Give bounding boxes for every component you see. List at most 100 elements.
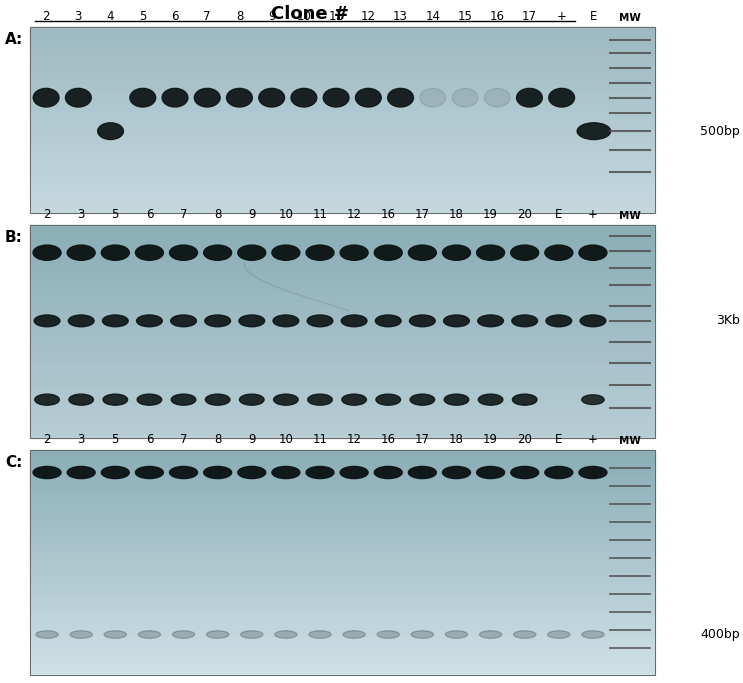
Bar (30, 310, 655, 313)
Ellipse shape (227, 88, 253, 107)
Text: 16: 16 (380, 208, 396, 221)
Bar (30, 503, 655, 506)
Bar (30, 123, 655, 126)
Text: E: E (555, 433, 562, 446)
Bar (30, 74, 655, 76)
Bar (30, 555, 655, 559)
Ellipse shape (512, 315, 538, 326)
Bar (30, 328, 655, 331)
Bar (30, 157, 655, 161)
Bar (30, 232, 655, 236)
Ellipse shape (374, 245, 402, 260)
Bar (30, 83, 655, 86)
Ellipse shape (137, 394, 162, 405)
Bar (30, 250, 655, 253)
Bar (30, 335, 655, 339)
Bar (30, 36, 655, 40)
Text: +: + (588, 208, 598, 221)
Bar (30, 154, 655, 157)
Ellipse shape (342, 394, 366, 405)
Ellipse shape (135, 245, 163, 260)
Ellipse shape (479, 630, 502, 639)
Ellipse shape (238, 466, 266, 479)
Ellipse shape (478, 394, 503, 405)
Bar (30, 626, 655, 630)
Ellipse shape (272, 466, 300, 479)
Text: E: E (555, 208, 562, 221)
Bar (30, 381, 655, 385)
Ellipse shape (65, 88, 91, 107)
Bar (30, 548, 655, 551)
Bar (30, 30, 655, 33)
Text: 9: 9 (248, 433, 256, 446)
Text: E: E (590, 10, 597, 23)
Ellipse shape (239, 394, 264, 405)
Bar (30, 139, 655, 141)
Ellipse shape (171, 394, 196, 405)
Bar (30, 307, 655, 310)
Ellipse shape (34, 315, 60, 326)
Text: 6: 6 (171, 10, 179, 23)
Text: A:: A: (5, 32, 23, 47)
Ellipse shape (411, 630, 434, 639)
Bar (30, 488, 655, 491)
Bar (30, 86, 655, 89)
Bar (30, 525, 655, 529)
Ellipse shape (546, 315, 571, 326)
Bar (30, 389, 655, 392)
Text: 20: 20 (517, 208, 532, 221)
Bar (30, 239, 655, 242)
Ellipse shape (169, 245, 198, 260)
Bar (30, 182, 655, 185)
Bar (30, 318, 655, 321)
Ellipse shape (579, 245, 607, 260)
Bar (30, 242, 655, 247)
Bar (30, 114, 655, 117)
Text: 7: 7 (204, 10, 211, 23)
Text: 2: 2 (43, 433, 51, 446)
Text: 5: 5 (111, 433, 119, 446)
Text: 20: 20 (517, 433, 532, 446)
Bar (30, 581, 655, 585)
Ellipse shape (33, 245, 61, 260)
Bar (30, 296, 655, 300)
Ellipse shape (355, 88, 381, 107)
Text: 9: 9 (248, 208, 256, 221)
Ellipse shape (420, 88, 446, 107)
Text: 17: 17 (415, 208, 430, 221)
Text: 5: 5 (139, 10, 146, 23)
Ellipse shape (70, 630, 92, 639)
Bar (30, 510, 655, 514)
Ellipse shape (36, 630, 58, 639)
Bar (30, 357, 655, 360)
Ellipse shape (444, 394, 469, 405)
Text: 4: 4 (107, 10, 114, 23)
Bar (30, 40, 655, 42)
Bar (30, 392, 655, 395)
Bar (30, 367, 655, 371)
Bar (30, 465, 655, 469)
Bar (30, 151, 655, 154)
Bar (30, 126, 655, 129)
Bar (30, 300, 655, 303)
Bar (30, 536, 655, 540)
Text: +: + (557, 10, 567, 23)
Ellipse shape (516, 88, 542, 107)
Bar (30, 161, 655, 163)
Bar (30, 656, 655, 660)
Ellipse shape (377, 630, 400, 639)
Bar (30, 108, 655, 111)
Bar (30, 622, 655, 626)
Ellipse shape (239, 315, 265, 326)
Bar (30, 363, 655, 367)
Bar (30, 596, 655, 600)
Bar (30, 70, 655, 74)
Ellipse shape (579, 466, 607, 479)
Ellipse shape (445, 630, 467, 639)
Text: 7: 7 (180, 433, 187, 446)
Text: 3: 3 (77, 433, 85, 446)
Text: 8: 8 (236, 10, 243, 23)
Ellipse shape (548, 630, 570, 639)
Ellipse shape (452, 88, 478, 107)
Bar (30, 68, 655, 70)
